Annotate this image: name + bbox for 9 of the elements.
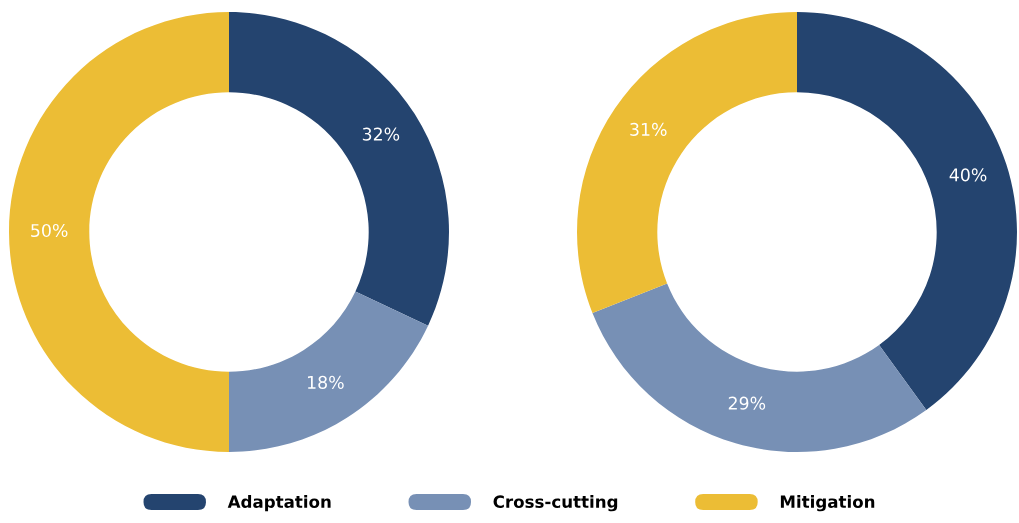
- data-label: 29%: [728, 396, 766, 410]
- data-label: 31%: [630, 122, 667, 136]
- legend-label: Cross-cutting: [493, 495, 618, 512]
- data-label: 50%: [31, 223, 68, 238]
- legend-label: Mitigation: [780, 495, 875, 512]
- data-label: 32%: [362, 127, 400, 141]
- data-label: 40%: [949, 168, 987, 182]
- data-label: 18%: [307, 375, 344, 389]
- legend-label: Adaptation: [227, 495, 331, 512]
